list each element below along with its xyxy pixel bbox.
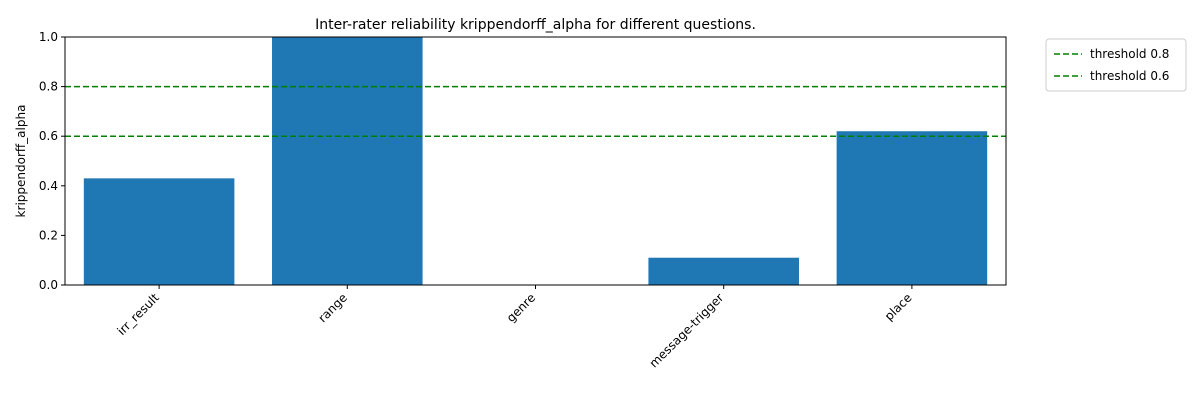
y-tick-label: 0.2 xyxy=(39,228,58,242)
x-tick-label: place xyxy=(882,291,915,324)
chart-title: Inter-rater reliability krippendorff_alp… xyxy=(315,17,756,33)
bar-irr_result xyxy=(83,178,235,285)
legend-entry: threshold 0.8 xyxy=(1090,47,1169,61)
y-tick-label: 0.6 xyxy=(39,129,58,143)
x-tick-label: range xyxy=(315,291,350,326)
bar-range xyxy=(272,37,423,285)
y-tick-label: 0.8 xyxy=(39,80,58,94)
x-tick-label: message-trigger xyxy=(647,291,727,371)
y-tick-label: 0.0 xyxy=(39,278,58,292)
y-tick-label: 1.0 xyxy=(39,30,58,44)
y-axis-label: krippendorff_alpha xyxy=(14,105,28,218)
bar-place xyxy=(836,131,988,285)
y-tick-label: 0.4 xyxy=(39,179,58,193)
legend: threshold 0.8 threshold 0.6 xyxy=(1045,38,1187,92)
legend-box xyxy=(1045,38,1187,92)
x-tick-label: irr_result xyxy=(114,290,162,338)
x-tick-label: genre xyxy=(504,291,538,325)
bar-message-trigger xyxy=(648,257,799,285)
legend-entry: threshold 0.6 xyxy=(1090,69,1169,83)
